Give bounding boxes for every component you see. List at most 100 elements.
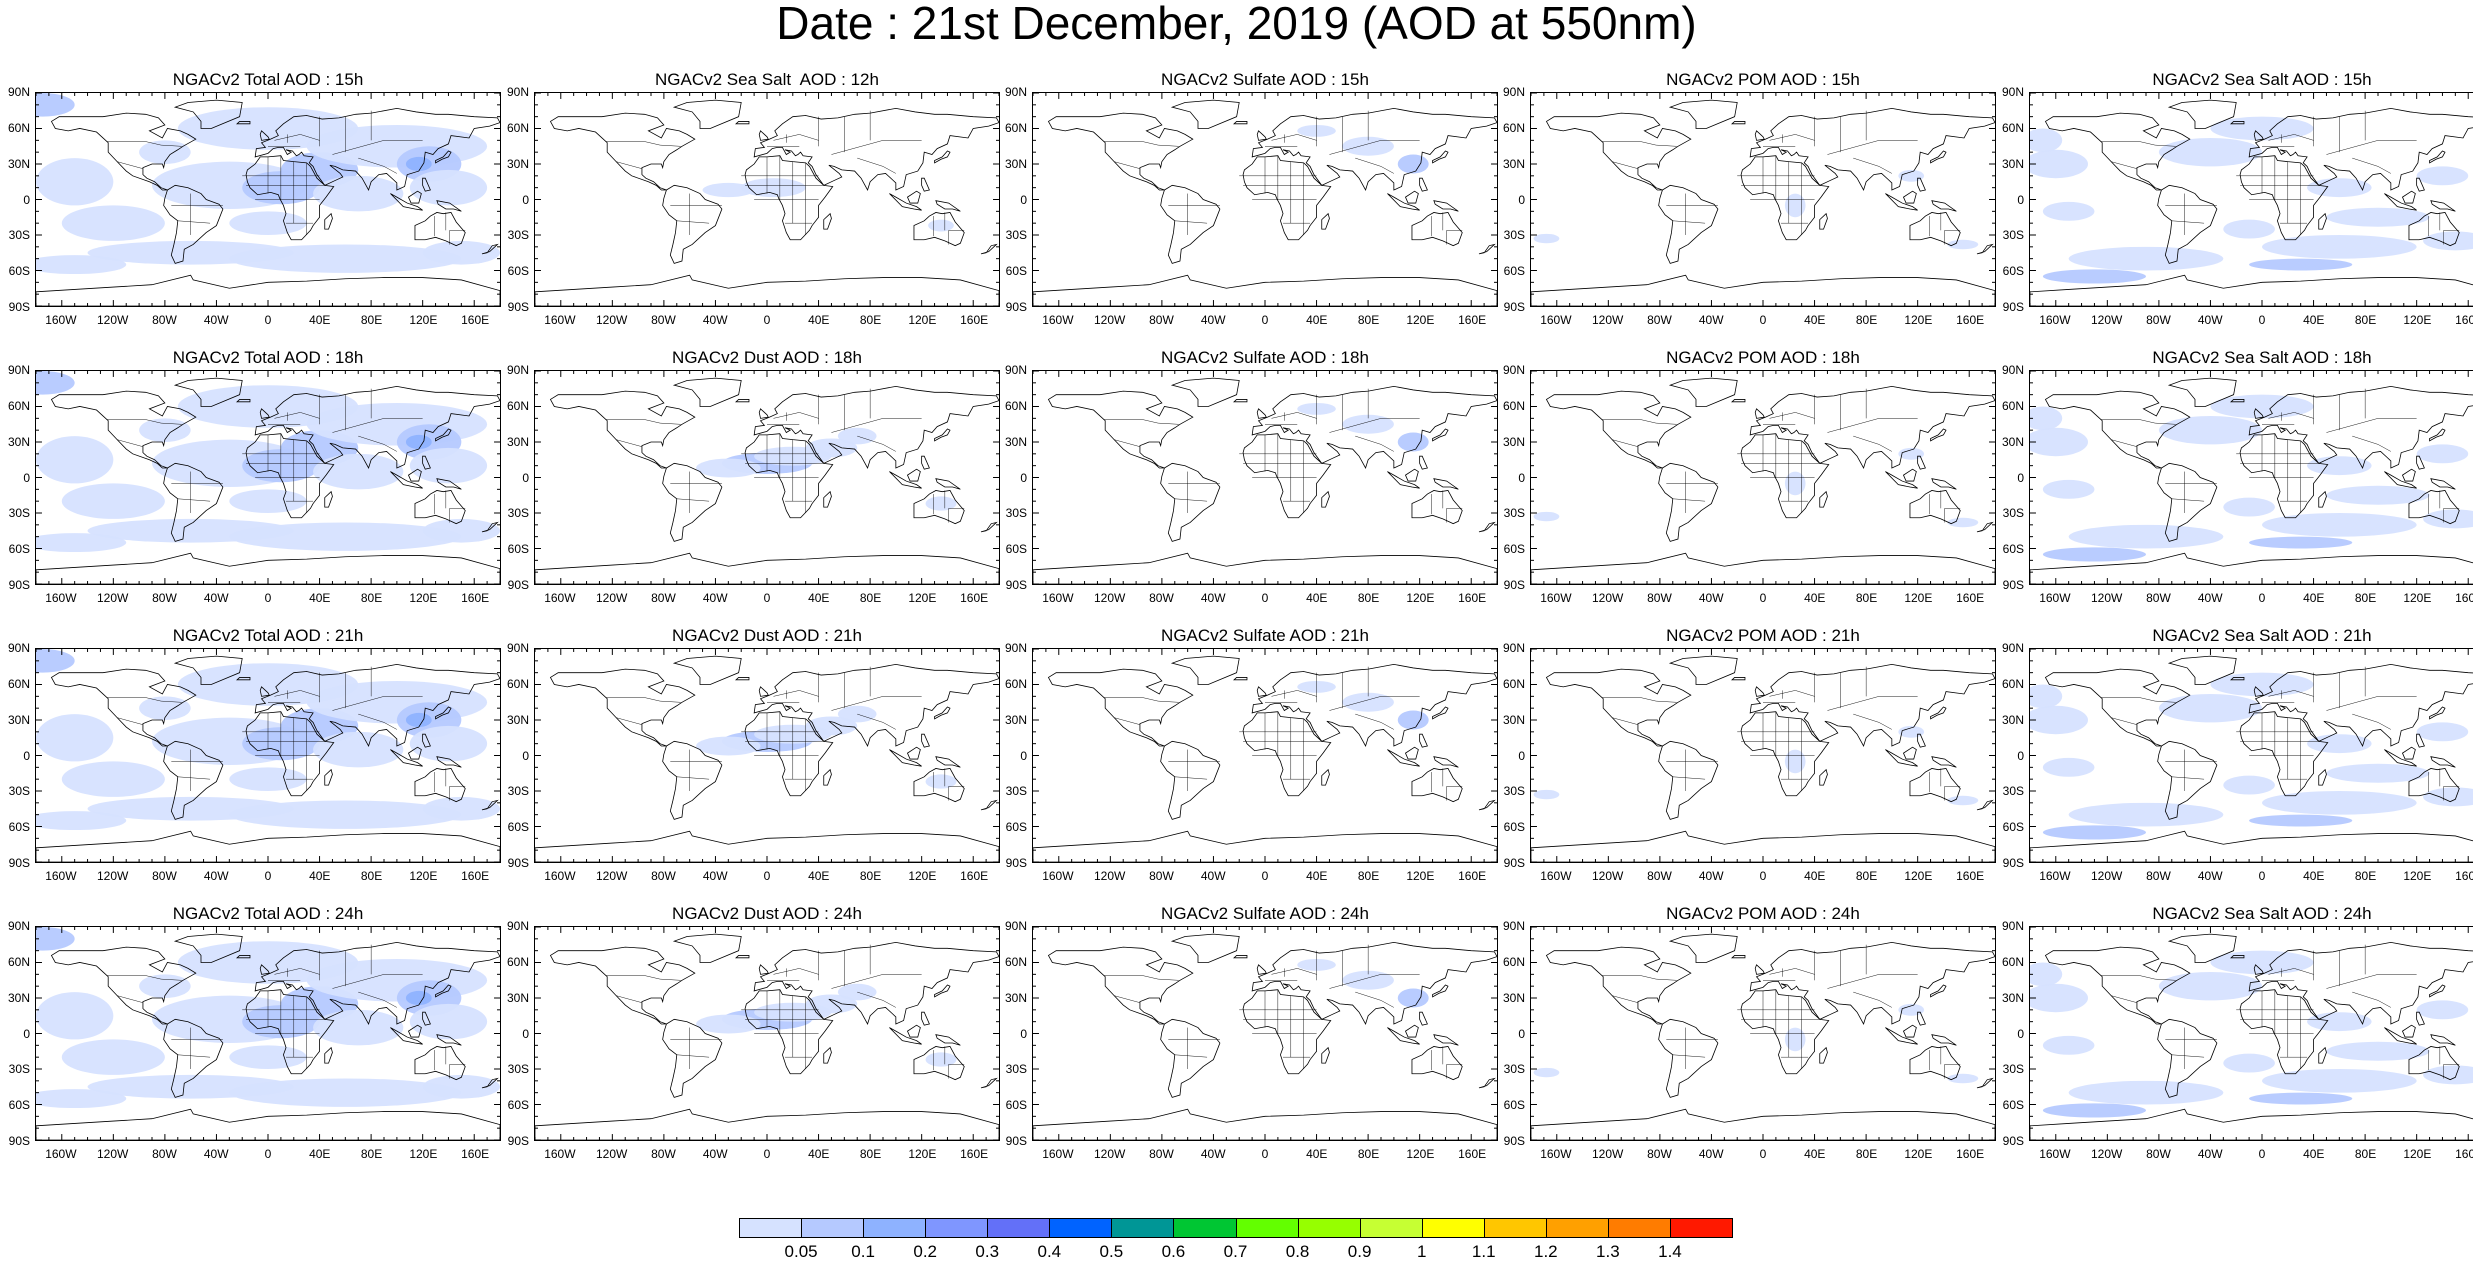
coastline-africa bbox=[1740, 989, 1830, 1075]
aod-region bbox=[2068, 246, 2224, 271]
axis-ticks bbox=[1033, 927, 1497, 1140]
country-border bbox=[358, 157, 397, 174]
coastline-indonesia bbox=[1387, 471, 1420, 489]
coastline-new-zealand bbox=[1478, 799, 1496, 811]
coastline-borneo bbox=[1902, 468, 1917, 482]
coastline-iceland bbox=[236, 121, 251, 125]
country-border bbox=[857, 435, 896, 452]
lat-label: 90S bbox=[8, 1134, 30, 1148]
country-border bbox=[1601, 141, 1677, 147]
coastline-new-guinea bbox=[935, 200, 961, 212]
lon-label: 120E bbox=[2403, 591, 2432, 605]
coastline-japan bbox=[934, 428, 951, 442]
country-border bbox=[948, 230, 965, 245]
aod-region bbox=[229, 489, 307, 513]
world-map bbox=[1530, 92, 1996, 307]
coastline-south-america bbox=[662, 740, 723, 820]
aod-region bbox=[2416, 444, 2469, 464]
coastline-australia bbox=[414, 1046, 466, 1081]
panel-title: NGACv2 Sea Salt AOD : 24h bbox=[2152, 904, 2372, 923]
country-border bbox=[1329, 140, 1420, 155]
lon-label: 0 bbox=[763, 591, 771, 605]
coastline-philippines bbox=[921, 1011, 930, 1026]
aod-region bbox=[1533, 233, 1560, 244]
lon-label: 40W bbox=[702, 869, 728, 883]
coastline-south-america bbox=[1160, 462, 1221, 542]
lat-label: 0 bbox=[522, 470, 529, 485]
panel-title: NGACv2 Sea Salt AOD : 15h bbox=[2152, 70, 2372, 89]
coastline-new-guinea bbox=[2430, 478, 2456, 490]
aod-field bbox=[36, 649, 500, 831]
coastline-new-zealand bbox=[980, 243, 998, 255]
lon-label: 80W bbox=[2146, 313, 2171, 327]
lat-label: 30S bbox=[8, 506, 30, 521]
lon-label: 80W bbox=[152, 591, 177, 605]
coastlines bbox=[1033, 933, 1497, 1140]
aod-region bbox=[741, 178, 806, 198]
lat-label: 60N bbox=[1004, 120, 1027, 135]
coastline-borneo bbox=[407, 468, 422, 482]
country-border bbox=[177, 220, 211, 224]
world-map bbox=[35, 92, 501, 307]
map-canvas bbox=[535, 93, 999, 306]
country-border bbox=[1103, 141, 1179, 147]
coastline-australia bbox=[1411, 768, 1463, 803]
lat-label: 90N bbox=[506, 641, 529, 655]
map-panel-sulfate-3: NGACv2 Sulfate AOD : 21h 90N 60N 30N 0 30S 60S… bbox=[1005, 626, 1498, 896]
colorbar-swatch bbox=[1607, 1218, 1671, 1238]
country-border bbox=[2443, 786, 2460, 801]
coastline-britain bbox=[2253, 408, 2264, 419]
lon-label: 120W bbox=[1591, 1147, 1624, 1161]
country-border bbox=[2326, 418, 2417, 433]
aod-region bbox=[422, 1074, 500, 1099]
lon-label: 80E bbox=[1855, 591, 1878, 605]
country-border bbox=[2171, 776, 2205, 780]
coastline-britain bbox=[758, 408, 769, 419]
lat-label: 60S bbox=[8, 1098, 30, 1113]
country-borders bbox=[106, 388, 466, 523]
coastline-australia bbox=[913, 212, 965, 247]
coastline-south-america bbox=[2157, 184, 2218, 264]
aod-region bbox=[229, 767, 307, 791]
country-borders bbox=[605, 110, 965, 245]
country-border bbox=[948, 786, 965, 801]
coastline-philippines bbox=[1917, 455, 1926, 470]
lon-label: 120W bbox=[1093, 869, 1126, 883]
lat-label: 30N bbox=[1502, 712, 1525, 727]
coastline-europe-asia bbox=[1749, 107, 1995, 191]
aod-region bbox=[229, 1045, 307, 1069]
aod-region bbox=[36, 714, 114, 762]
coastline-greenland bbox=[1170, 933, 1240, 963]
axis-ticks bbox=[36, 93, 500, 306]
colorbar-swatch bbox=[987, 1218, 1051, 1238]
aod-region bbox=[2249, 258, 2353, 271]
coastline-europe-asia bbox=[1749, 663, 1995, 747]
world-map bbox=[1032, 92, 1498, 307]
world-map bbox=[35, 648, 501, 863]
coastline-antarctica bbox=[535, 1108, 999, 1140]
coastline-japan bbox=[2429, 984, 2446, 998]
lat-label: 90N bbox=[506, 85, 529, 99]
map-panel-total-4: NGACv2 Total AOD : 24h 90N 60N 30N 0 30S 60S 90… bbox=[8, 904, 501, 1174]
country-border bbox=[1103, 697, 1179, 703]
coastlines bbox=[2030, 99, 2473, 306]
coastline-antarctica bbox=[535, 830, 999, 862]
country-border bbox=[1355, 991, 1394, 1008]
aod-region bbox=[2262, 513, 2417, 537]
aod-region bbox=[313, 175, 404, 212]
axis-ticks bbox=[36, 371, 500, 584]
aod-region bbox=[1397, 154, 1429, 174]
lon-label: 80E bbox=[1855, 869, 1878, 883]
country-borders bbox=[106, 110, 466, 245]
axis-ticks bbox=[535, 93, 999, 306]
country-borders bbox=[605, 944, 965, 1079]
coastline-britain bbox=[758, 964, 769, 975]
coastline-britain bbox=[2253, 686, 2264, 697]
lon-label: 40E bbox=[309, 313, 331, 327]
lon-label: 40W bbox=[702, 313, 728, 327]
coastline-madagascar bbox=[324, 212, 333, 230]
aod-region bbox=[2042, 757, 2095, 777]
lon-label: 120E bbox=[1406, 1147, 1435, 1161]
panel-title: NGACv2 Dust AOD : 18h bbox=[672, 348, 862, 367]
country-border bbox=[1601, 419, 1677, 425]
